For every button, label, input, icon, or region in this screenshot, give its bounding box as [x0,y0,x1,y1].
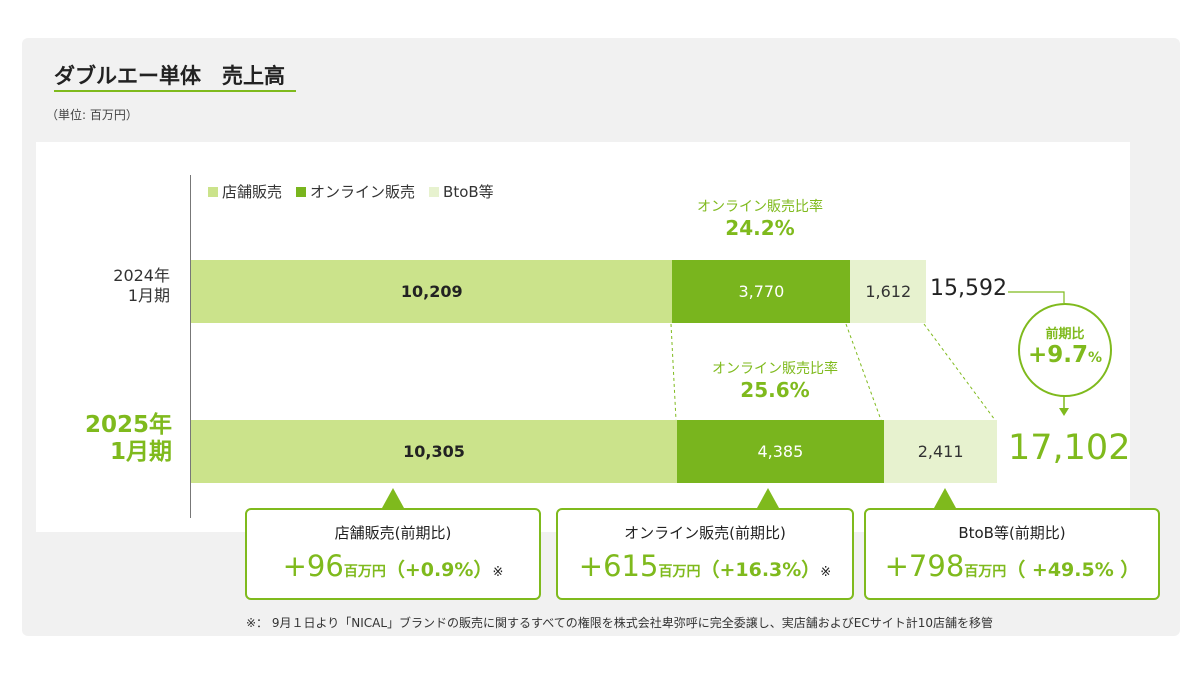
card-online-value-row: +615百万円（+16.3%）※ [558,549,852,583]
category-label-2024-period: 1月期 [127,286,170,305]
card-online-value: +615 [578,549,659,583]
online-ratio-2025: オンライン販売比率 25.6% [690,358,860,402]
legend-label-online: オンライン販売 [310,183,416,201]
category-label-2025-year: 2025年 [84,412,172,438]
card-store-note-mark: ※ [492,565,504,580]
yoy-arrow-head [1059,408,1069,416]
legend-label-btob: BtoB等 [443,183,494,201]
bar-store-2024: 10,209 [191,260,673,323]
online-ratio-2024-value: 24.2% [725,216,795,240]
total-label-2025: 17,102 [1008,428,1131,468]
online-ratio-2024-label: オンライン販売比率 [697,199,823,215]
bar-label-btob-2025: 2,411 [917,442,964,461]
category-label-2025-period: 1月期 [109,439,172,465]
bar-label-btob-2024: 1,612 [865,282,912,301]
yoy-growth-label: 前期比 [1045,327,1085,342]
card-store-value-row: +96百万円（+0.9%）※ [247,549,539,583]
card-online-title: オンライン販売(前期比) [624,524,786,542]
yoy-growth-value-row: +9.7% [1020,342,1110,368]
card-online-note-mark: ※ [820,565,832,580]
card-pointer-online [757,488,779,508]
card-btob-unit: 百万円 [964,564,1007,580]
footnote: ※： 9月１日より「NICAL」ブランドの販売に関するすべての権限を株式会社卑弥… [246,616,993,630]
yoy-growth-badge: 前期比 +9.7% [1018,303,1112,397]
online-ratio-2025-label: オンライン販売比率 [712,361,838,377]
yoy-growth-unit: % [1087,350,1103,366]
card-btob-pct: （ +49.5% ） [1006,559,1140,581]
category-label-2024-year: 2024年 [113,266,170,285]
chart-legend: 店舗販売 オンライン販売 BtoB等 [208,181,494,202]
unit-label: （単位: 百万円） [46,108,138,122]
y-axis-line [190,175,191,518]
card-btob-yoy: BtoB等(前期比) +798百万円（ +49.5% ） [864,508,1160,600]
card-store-pct: （+0.9%） [385,559,493,581]
bar-label-store-2024: 10,209 [400,282,463,301]
legend-swatch-online [296,186,307,197]
card-online-unit: 百万円 [658,564,701,580]
bar-label-store-2025: 10,305 [403,442,465,461]
legend-swatch-store [208,186,218,197]
total-label-2024: 15,592 [930,276,1007,301]
category-label-2024: 2024年 1月期 [70,266,170,306]
card-btob-title: BtoB等(前期比) [958,524,1066,542]
legend-item-btob: BtoB等 [429,181,494,202]
title-underline [54,90,296,92]
bar-label-online-2024: 3,770 [738,282,785,301]
card-store-title: 店舗販売(前期比) [334,524,452,542]
legend-label-store: 店舗販売 [222,183,283,201]
card-pointer-btob [934,488,956,508]
bar-online-2024: 3,770 [672,260,851,323]
connector-online-right [845,323,882,421]
card-online-pct: （+16.3%） [700,559,821,581]
legend-item-store: 店舗販売 [208,181,282,202]
card-pointer-store [382,488,404,508]
card-store-unit: 百万円 [343,564,386,580]
bar-btob-2025: 2,411 [883,420,998,483]
bar-online-2025: 4,385 [676,420,884,483]
connector-online-left [670,323,677,421]
card-btob-value-row: +798百万円（ +49.5% ） [866,549,1158,583]
bar-btob-2024: 1,612 [850,260,927,323]
card-online-yoy: オンライン販売(前期比) +615百万円（+16.3%）※ [556,508,854,600]
connector-btob-right [923,323,996,421]
legend-item-online: オンライン販売 [296,181,415,202]
card-btob-value: +798 [884,549,965,583]
legend-swatch-btob [429,186,440,197]
card-store-yoy: 店舗販売(前期比) +96百万円（+0.9%）※ [245,508,541,600]
bar-label-online-2025: 4,385 [757,442,804,461]
card-store-value: +96 [282,549,344,583]
page-title: ダブルエー単体 売上高 [54,64,285,88]
category-label-2025: 2025年 1月期 [60,412,172,466]
yoy-connector-line [1008,291,1065,303]
online-ratio-2024: オンライン販売比率 24.2% [680,196,840,240]
online-ratio-2025-value: 25.6% [740,378,810,402]
bar-store-2025: 10,305 [191,420,677,483]
yoy-growth-value: +9.7 [1027,342,1088,368]
